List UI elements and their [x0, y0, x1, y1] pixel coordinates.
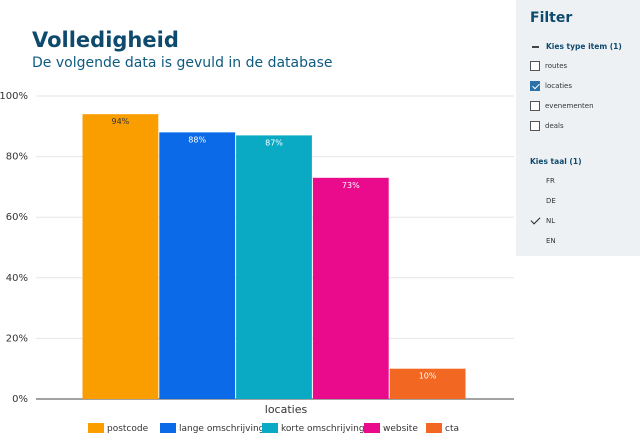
legend-label: postcode [107, 424, 149, 434]
filter-title: Filter [530, 10, 573, 26]
checkbox[interactable] [530, 121, 540, 131]
data-labels: 94% 88% 87% 73% 10% [112, 117, 437, 381]
type-option-deals[interactable]: deals [530, 121, 564, 131]
checkmark-icon [530, 236, 540, 246]
y-tick-label: 80% [6, 152, 28, 163]
type-option-evenementen[interactable]: evenementen [530, 101, 594, 111]
checkmark-icon [530, 216, 540, 226]
page-title: Volledigheid [32, 28, 179, 52]
bar-korte-omschrijving[interactable] [236, 135, 312, 399]
legend-item-cta[interactable]: cta [426, 423, 459, 434]
data-label: 94% [112, 117, 130, 126]
legend-swatch [88, 423, 104, 433]
lang-option-label: NL [546, 217, 556, 225]
page-subtitle: De volgende data is gevuld in de databas… [32, 55, 333, 71]
legend-label: lange omschrijving [179, 424, 264, 434]
bars [82, 114, 466, 400]
bar-website[interactable] [312, 177, 389, 399]
legend-swatch [160, 423, 176, 433]
data-label: 87% [265, 138, 283, 147]
type-option-routes[interactable]: routes [530, 61, 567, 71]
lang-option-DE[interactable]: DE [530, 196, 556, 206]
y-axis-ticks: 0% 20% 40% 60% 80% 100% [0, 91, 28, 405]
legend-swatch [426, 423, 442, 433]
legend-label: website [383, 424, 418, 434]
type-group-header[interactable]: Kies type item (1) [530, 41, 622, 52]
legend-item-korte-omschrijving[interactable]: korte omschrijving [262, 423, 365, 434]
bar-cta[interactable] [389, 368, 466, 399]
legend-item-postcode[interactable]: postcode [88, 423, 149, 434]
lang-option-label: EN [546, 237, 556, 245]
legend-item-website[interactable]: website [364, 423, 418, 434]
data-label: 88% [188, 135, 206, 144]
lang-option-EN[interactable]: EN [530, 236, 556, 246]
legend-label: cta [445, 424, 459, 434]
checkbox[interactable] [530, 81, 540, 91]
legend-swatch [364, 423, 380, 433]
lang-group-label: Kies taal (1) [530, 157, 582, 166]
legend-item-lange-omschrijving[interactable]: lange omschrijving [160, 423, 264, 434]
legend: postcode lange omschrijving korte omschrij… [88, 423, 459, 434]
legend-swatch [262, 423, 278, 433]
lang-option-label: FR [546, 177, 555, 185]
type-option-label: routes [545, 62, 568, 70]
y-tick-label: 100% [0, 91, 28, 102]
data-label: 73% [342, 181, 360, 190]
type-option-label: evenementen [545, 102, 594, 110]
checkbox[interactable] [530, 101, 540, 111]
legend-label: korte omschrijving [281, 424, 365, 434]
y-tick-label: 20% [6, 333, 28, 344]
x-category-label: locaties [265, 403, 308, 416]
lang-group-header[interactable]: Kies taal (1) [530, 157, 582, 166]
type-option-locaties[interactable]: locaties [530, 81, 572, 91]
bar-chart: 0% 20% 40% 60% 80% 100% 94% 88% 87% 73% 10% locat… [0, 91, 514, 434]
y-tick-label: 60% [6, 212, 28, 223]
bar-lange-omschrijving[interactable] [159, 132, 236, 400]
y-tick-label: 0% [12, 394, 28, 405]
lang-option-NL[interactable]: NL [530, 216, 555, 226]
data-label: 10% [419, 372, 437, 381]
type-option-label: locaties [545, 82, 573, 90]
lang-option-label: DE [546, 197, 556, 205]
lang-option-FR[interactable]: FR [530, 176, 555, 186]
bar-postcode[interactable] [82, 114, 159, 400]
checkmark-icon [530, 176, 540, 186]
checkbox[interactable] [530, 61, 540, 71]
filter-panel: Filter Kies type item (1) routes locaties… [516, 0, 640, 256]
type-option-label: deals [545, 122, 564, 130]
checkmark-icon [530, 196, 540, 206]
collapse-icon [530, 41, 541, 52]
y-tick-label: 40% [6, 273, 28, 284]
type-group-label: Kies type item (1) [546, 42, 622, 51]
